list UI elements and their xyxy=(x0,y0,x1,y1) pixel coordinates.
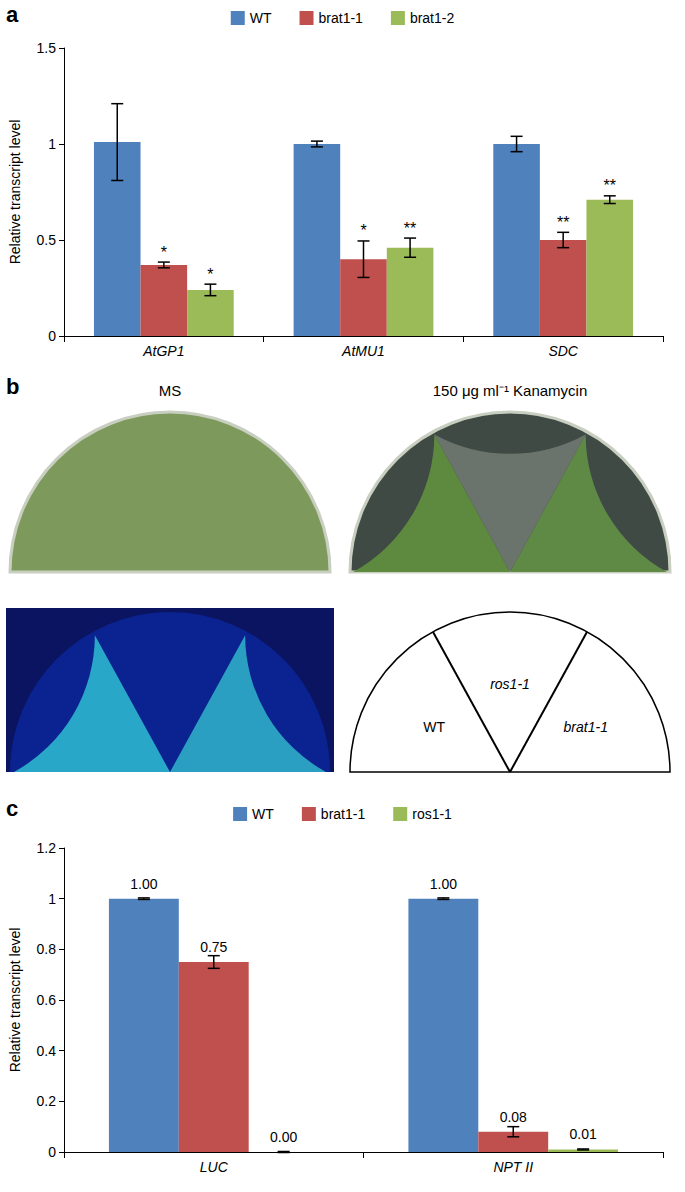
svg-text:Relative transcript level: Relative transcript level xyxy=(7,928,23,1073)
svg-text:brat1-1: brat1-1 xyxy=(321,806,366,822)
svg-text:WT: WT xyxy=(252,806,274,822)
svg-text:*: * xyxy=(360,222,366,239)
svg-text:brat1-1: brat1-1 xyxy=(564,719,608,735)
html-text:b: b xyxy=(6,374,20,399)
svg-text:1.00: 1.00 xyxy=(130,876,157,892)
svg-text:0.75: 0.75 xyxy=(200,939,227,955)
svg-text:0: 0 xyxy=(48,1144,56,1160)
svg-text:SDC: SDC xyxy=(548,343,578,359)
svg-text:1: 1 xyxy=(48,136,56,152)
svg-text:0.4: 0.4 xyxy=(37,1043,57,1059)
svg-text:Relative transcript level: Relative transcript level xyxy=(7,120,23,265)
svg-text:1.5: 1.5 xyxy=(37,40,57,56)
svg-text:0.08: 0.08 xyxy=(500,1109,527,1125)
svg-text:MS: MS xyxy=(159,382,182,399)
svg-text:AtMU1: AtMU1 xyxy=(341,343,385,359)
svg-text:0.5: 0.5 xyxy=(37,232,57,248)
svg-text:**: ** xyxy=(404,220,416,237)
svg-text:brat1-1: brat1-1 xyxy=(319,10,364,26)
svg-text:1: 1 xyxy=(48,891,56,907)
svg-text:WT: WT xyxy=(423,719,445,735)
svg-text:0: 0 xyxy=(48,328,56,344)
svg-text:LUC: LUC xyxy=(200,1159,229,1175)
svg-text:ros1-1: ros1-1 xyxy=(412,806,452,822)
html-text:c: c xyxy=(6,796,19,821)
svg-text:**: ** xyxy=(604,177,616,194)
svg-text:0.01: 0.01 xyxy=(570,1126,597,1142)
svg-text:0.6: 0.6 xyxy=(37,992,57,1008)
html-text:a: a xyxy=(6,2,19,27)
svg-text:0.2: 0.2 xyxy=(37,1093,57,1109)
svg-text:1.2: 1.2 xyxy=(37,840,57,856)
svg-text:*: * xyxy=(207,266,213,283)
svg-text:brat1-2: brat1-2 xyxy=(410,10,455,26)
svg-text:*: * xyxy=(161,244,167,261)
svg-text:NPT II: NPT II xyxy=(493,1159,533,1175)
svg-text:**: ** xyxy=(557,214,569,231)
svg-text:150 μg ml⁻¹ Kanamycin: 150 μg ml⁻¹ Kanamycin xyxy=(433,382,588,399)
svg-text:0.00: 0.00 xyxy=(270,1129,297,1145)
svg-text:1.00: 1.00 xyxy=(430,876,457,892)
svg-text:0.8: 0.8 xyxy=(37,941,57,957)
svg-text:WT: WT xyxy=(250,10,272,26)
svg-text:ros1-1: ros1-1 xyxy=(490,676,530,692)
svg-text:AtGP1: AtGP1 xyxy=(142,343,184,359)
